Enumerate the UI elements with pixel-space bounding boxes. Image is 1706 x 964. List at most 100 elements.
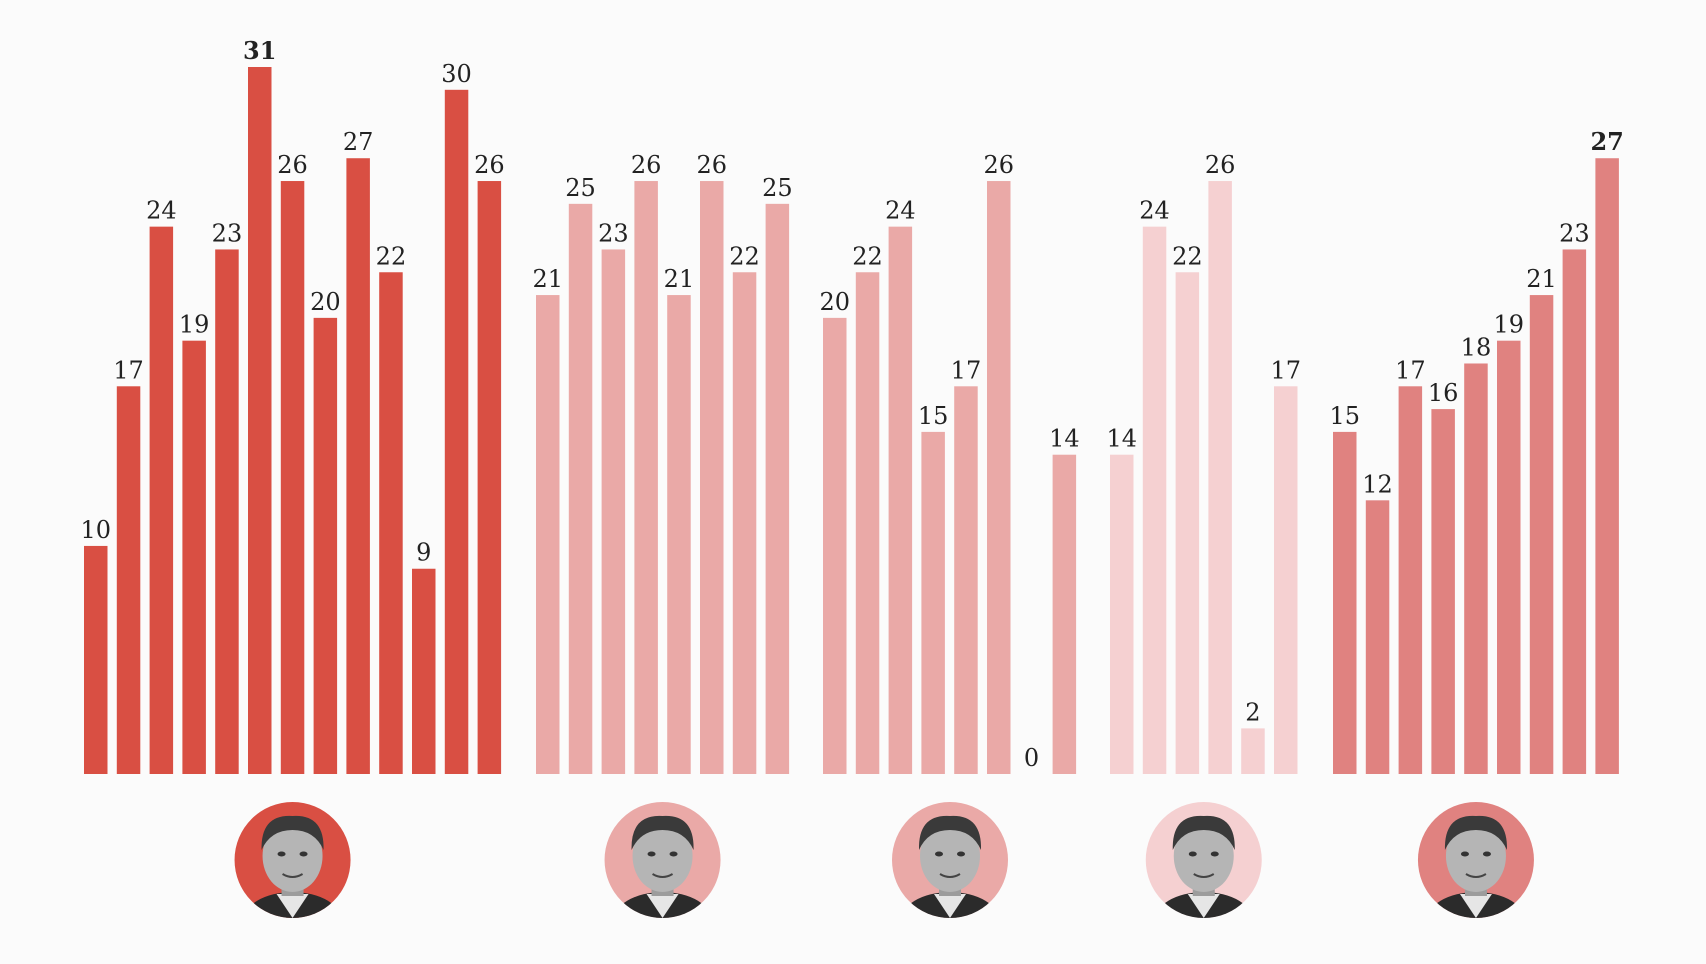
bar-value-label: 26: [474, 151, 505, 179]
bar: [888, 226, 913, 775]
bar: [346, 158, 370, 774]
bar: [1529, 295, 1554, 774]
portrait-eye: [1460, 851, 1469, 857]
bar-value-label: 30: [441, 60, 472, 88]
bar-value-label: 24: [146, 197, 177, 225]
portrait-eye: [935, 851, 943, 857]
bar-value-label: 2: [1245, 698, 1260, 726]
bar: [1052, 454, 1077, 774]
bar: [116, 386, 141, 774]
bar-value-label: 26: [631, 151, 662, 179]
bar-value-label: 20: [819, 288, 850, 316]
bar-value-label: 17: [1395, 356, 1426, 384]
portrait-eye: [957, 851, 965, 857]
portrait-hair: [918, 815, 982, 850]
bar: [954, 386, 978, 774]
bar-value-label: 16: [1428, 379, 1459, 407]
portrait-face: [1173, 820, 1234, 892]
portrait-eye: [1188, 851, 1197, 857]
portrait-shoulders: [1425, 892, 1526, 918]
bar-value-label: 24: [1139, 197, 1170, 225]
labels-layer: 1017241923312620272293026212523262126222…: [80, 36, 1623, 772]
bar-value-label: 23: [1559, 219, 1590, 247]
bar-value-label: 17: [951, 356, 982, 384]
portraits-layer: [234, 802, 1534, 918]
bar-value-label: 25: [565, 174, 596, 202]
portrait: [892, 802, 1008, 918]
bar-value-label: 27: [343, 128, 374, 156]
bar-value-label: 24: [885, 197, 916, 225]
bar: [1110, 454, 1134, 774]
portrait-collar: [1187, 894, 1220, 918]
bar-value-label: 21: [532, 265, 563, 293]
bar-value-label: 19: [179, 311, 210, 339]
bar: [987, 181, 1011, 775]
bar-value-label: 14: [1106, 425, 1137, 453]
portrait-face: [262, 820, 323, 892]
bar: [1562, 249, 1587, 775]
portrait-mouth: [1193, 873, 1215, 878]
bar-value-label: 22: [729, 242, 760, 270]
bar: [149, 226, 174, 775]
bar: [1497, 340, 1521, 774]
bar: [379, 272, 403, 774]
bar-value-label: 31: [243, 36, 276, 65]
bar-value-label: 15: [1329, 402, 1360, 430]
bar: [568, 203, 593, 774]
bar: [1274, 386, 1298, 774]
portrait-eye: [299, 851, 308, 857]
bar-value-label: 0: [1024, 744, 1039, 772]
bar: [667, 295, 691, 774]
portrait: [1417, 802, 1534, 918]
bar: [601, 249, 626, 775]
bar: [1241, 728, 1265, 774]
portrait-mouth: [1465, 873, 1487, 878]
bar: [182, 340, 206, 774]
portrait-collar: [934, 894, 966, 918]
bars-layer: [84, 67, 1619, 775]
bar: [1333, 431, 1357, 774]
bar: [84, 545, 108, 774]
bar-value-label: 22: [852, 242, 883, 270]
portrait-eye: [669, 851, 678, 857]
portrait-eye: [1482, 851, 1491, 857]
portrait-face: [920, 820, 980, 892]
bar: [1398, 386, 1423, 774]
bar: [536, 295, 560, 774]
bar-value-label: 10: [80, 516, 111, 544]
portrait-collar: [276, 894, 309, 918]
bar-value-label: 9: [416, 539, 431, 567]
portrait-collar: [1459, 894, 1492, 918]
bar-value-label: 26: [696, 151, 727, 179]
bar-value-label: 17: [1270, 356, 1301, 384]
portrait-shoulders: [900, 892, 1000, 918]
portrait-eye: [1210, 851, 1219, 857]
bar: [477, 181, 502, 775]
portrait-mouth: [939, 873, 961, 878]
portrait-mouth: [282, 873, 304, 878]
portrait: [1145, 802, 1262, 918]
bar: [732, 272, 757, 774]
bar: [1365, 500, 1390, 774]
portrait-hair: [261, 815, 324, 850]
portrait-hair: [1444, 815, 1507, 850]
portrait-shoulders: [1153, 892, 1254, 918]
bar-value-label: 12: [1362, 470, 1393, 498]
bar-value-label: 22: [376, 242, 407, 270]
portrait-face: [632, 820, 693, 892]
portrait-eye: [277, 851, 286, 857]
bar-value-label: 15: [918, 402, 949, 430]
portrait: [234, 802, 351, 918]
bar: [1175, 272, 1200, 774]
portrait-face: [1445, 820, 1506, 892]
portrait-collar: [646, 894, 679, 918]
bar-value-label: 27: [1590, 127, 1623, 156]
bar-value-label: 20: [310, 288, 341, 316]
portrait-hair: [631, 815, 694, 850]
bar-value-label: 23: [598, 219, 629, 247]
bar: [248, 67, 272, 774]
bar-value-label: 26: [277, 151, 308, 179]
bar: [1595, 158, 1619, 774]
